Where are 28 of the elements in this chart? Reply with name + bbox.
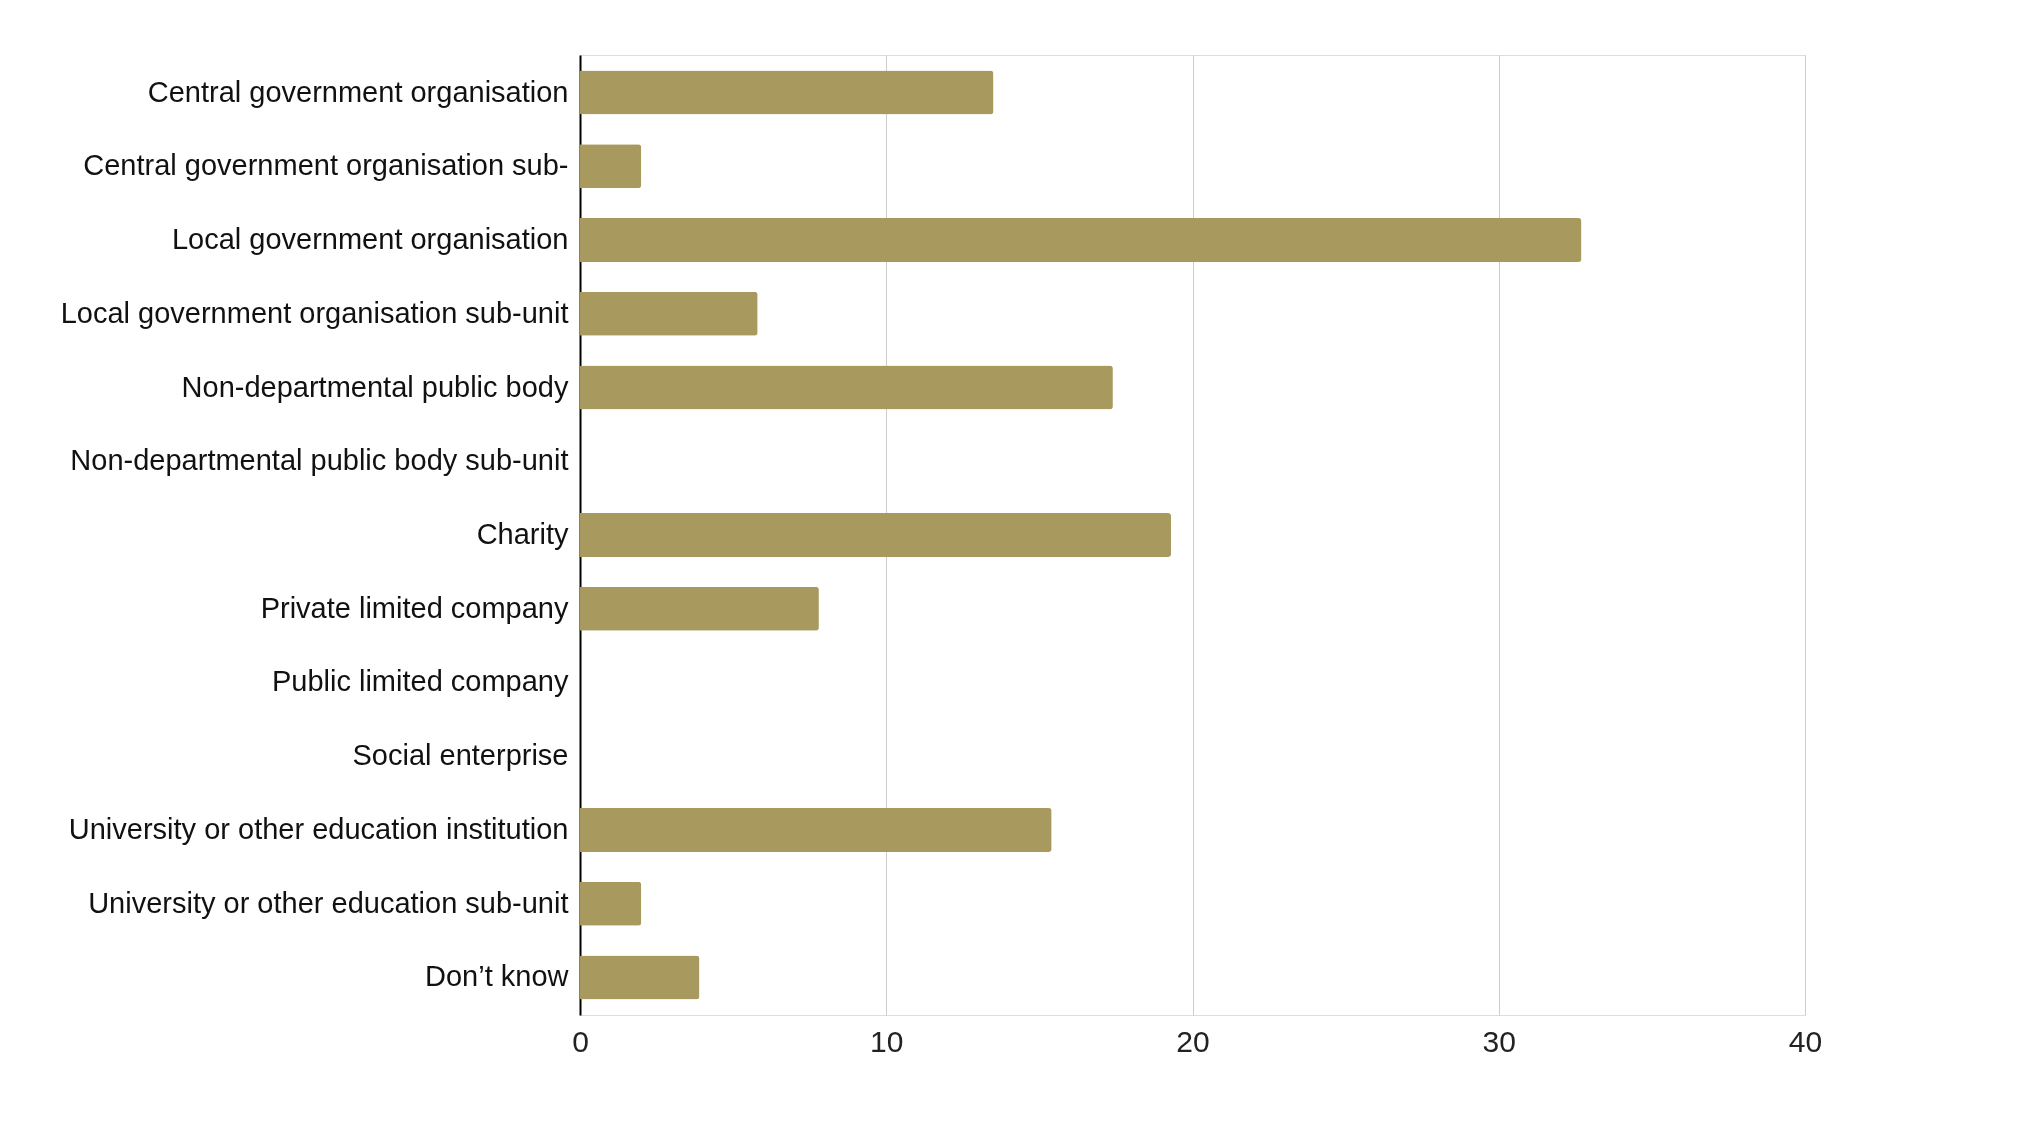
bar <box>580 144 642 189</box>
y-tick-label: Private limited company <box>260 591 569 624</box>
y-tick-label: Non-departmental public body sub-unit <box>70 444 569 477</box>
y-tick-label: Non-departmental public body <box>181 370 569 403</box>
y-tick-label: Local government organisation sub-unit <box>60 296 569 329</box>
bar <box>580 881 642 926</box>
x-tick-label: 30 <box>1482 1024 1516 1058</box>
bar <box>580 70 994 115</box>
y-tick-label: Central government organisation sub- <box>83 149 569 182</box>
y-tick-label: Charity <box>476 518 569 550</box>
x-tick-label: 10 <box>870 1024 904 1058</box>
bar <box>580 218 1582 263</box>
bar <box>580 291 758 336</box>
x-tick-label: 40 <box>1788 1024 1823 1058</box>
x-tick-label: 0 <box>572 1024 589 1058</box>
y-tick-label: Social enterprise <box>352 739 569 772</box>
bar <box>580 513 1172 557</box>
y-tick-label: Central government organisation <box>147 75 569 108</box>
x-tick-label: 20 <box>1176 1024 1210 1058</box>
y-tick-label: Don’t know <box>425 960 570 993</box>
y-tick-label: Local government organisation <box>171 223 569 256</box>
y-tick-label: Public limited company <box>271 665 569 698</box>
y-tick-label: University or other education sub-unit <box>88 886 569 919</box>
bar <box>580 807 1052 852</box>
bar <box>580 586 819 631</box>
y-tick-label: University or other education institution <box>68 812 569 845</box>
bar <box>580 365 1113 410</box>
bar <box>580 955 700 1000</box>
